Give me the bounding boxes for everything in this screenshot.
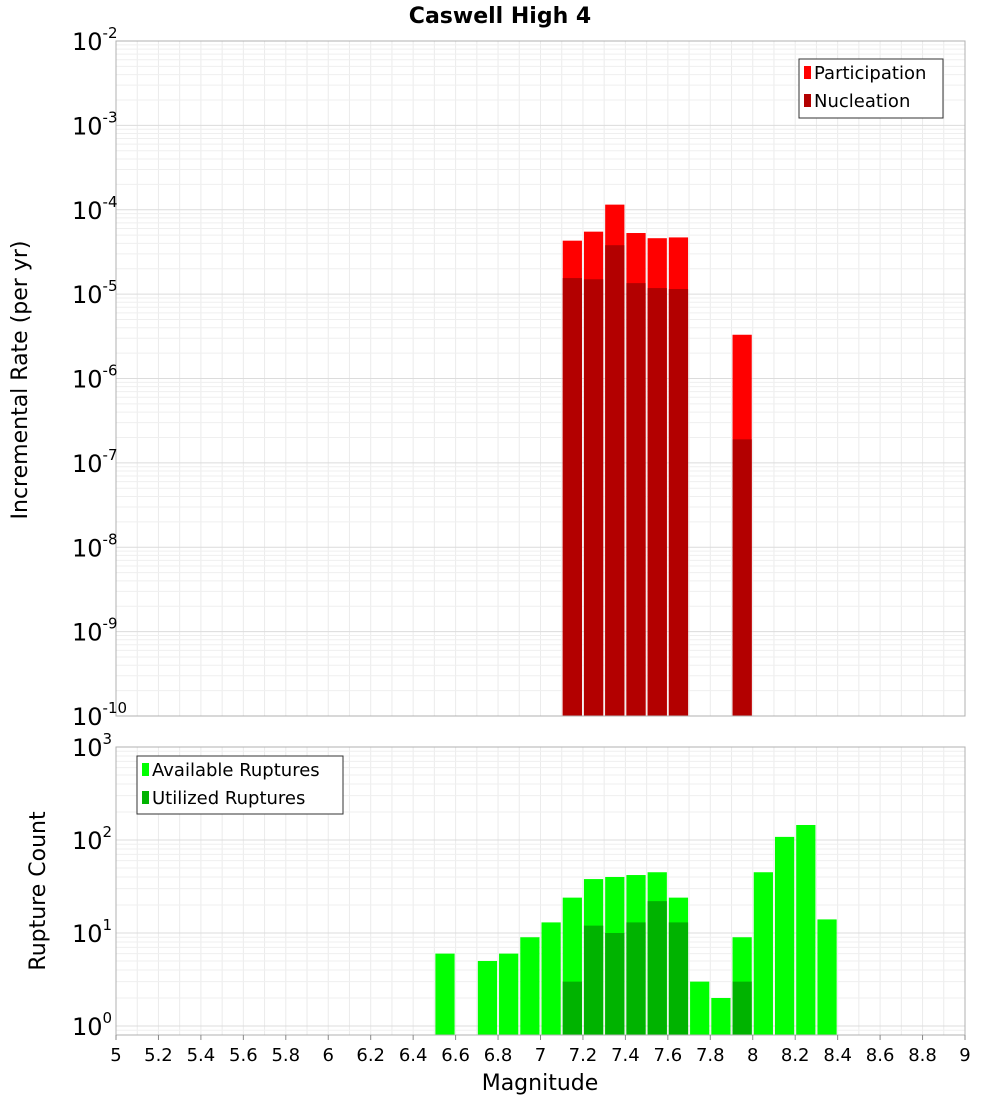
x-axis-ticks: 5 5.2 5.4 5.6 5.8 6 6.2 6.4 6.6 6.8 7 7.2 7.4 7.6 7.8 8… [110,1035,971,1066]
bar-nucleation [583,279,604,716]
rate-plot-legend: Participation Nucleation [798,58,944,119]
legend-label: Nucleation [814,91,910,112]
legend-label: Available Ruptures [152,760,320,781]
rate-plot: 10-2 10-3 10-4 10-5 10-6 10-7 10-8 10-9 10-10 In… [8,24,966,731]
x-tick-label: 7.4 [611,1045,640,1066]
rate-plot-grid [115,40,966,717]
bar-utilized-ruptures [668,922,689,1035]
x-tick-label: 7.6 [654,1045,683,1066]
rate-plot-y-ticks: 10-2 10-3 10-4 10-5 10-6 10-7 10-8 10-9 10-10 [72,24,127,731]
bar-available-ruptures [711,997,731,1035]
rate-plot-y-axis-label: Incremental Rate (per yr) [8,241,33,520]
bar-nucleation [647,288,667,716]
count-plot-bars [435,824,837,1035]
legend-swatch [142,763,149,776]
legend-swatch [804,66,811,79]
legend-label: Participation [814,63,926,84]
y-tick-label: 10-3 [72,108,118,140]
y-tick-label: 102 [72,823,112,855]
legend-box [798,58,944,119]
bar-nucleation [732,439,752,716]
bar-utilized-ruptures [583,925,604,1035]
y-tick-label: 101 [72,916,112,948]
x-tick-label: 5.8 [271,1045,300,1066]
y-tick-label: 10-2 [72,24,118,56]
bar-utilized-ruptures [647,901,667,1035]
x-tick-label: 5.2 [144,1045,173,1066]
bar-available-ruptures [541,922,561,1035]
x-tick-label: 8.6 [866,1045,895,1066]
bar-available-ruptures [499,953,519,1035]
count-plot-y-axis-label: Rupture Count [26,811,51,971]
count-plot-legend: Available Ruptures Utilized Ruptures [136,755,344,815]
bar-available-ruptures [753,872,773,1035]
y-tick-label: 10-7 [72,446,118,478]
y-tick-label: 10-8 [72,530,118,562]
y-tick-label: 10-6 [72,362,118,394]
bar-utilized-ruptures [562,981,582,1035]
bar-utilized-ruptures [605,932,625,1035]
rate-plot-frame [115,40,966,717]
x-tick-label: 6.4 [399,1045,428,1066]
bar-utilized-ruptures [732,981,752,1035]
legend-box [136,755,344,815]
y-tick-label: 10-4 [72,193,118,225]
legend-label: Utilized Ruptures [152,788,305,809]
bar-utilized-ruptures [626,922,646,1035]
y-tick-label: 100 [72,1009,112,1041]
x-tick-label: 7 [535,1045,546,1066]
bar-available-ruptures [477,960,498,1035]
x-tick-label: 5 [110,1045,121,1066]
x-tick-label: 8 [747,1045,758,1066]
x-tick-label: 6.6 [441,1045,470,1066]
y-tick-label: 10-10 [72,699,127,731]
count-plot-y-ticks: 103 102 101 100 [72,730,112,1041]
bar-nucleation [626,283,646,716]
chart-title: Caswell High 4 [409,4,591,29]
x-tick-label: 6.8 [484,1045,513,1066]
bar-available-ruptures [774,836,795,1035]
y-tick-label: 10-5 [72,277,118,309]
legend-swatch [804,94,811,107]
x-tick-label: 8.2 [781,1045,810,1066]
x-axis-label: Magnitude [482,1071,599,1096]
x-tick-label: 7.2 [569,1045,598,1066]
bar-nucleation [605,245,625,717]
bar-nucleation [562,278,582,716]
x-tick-label: 8.8 [908,1045,937,1066]
x-tick-label: 6.2 [356,1045,385,1066]
x-tick-label: 7.8 [696,1045,725,1066]
rate-plot-bars [562,204,752,717]
x-tick-label: 5.4 [187,1045,216,1066]
y-tick-label: 10-9 [72,615,118,647]
x-tick-label: 5.6 [229,1045,258,1066]
bar-available-ruptures [435,953,455,1035]
legend-swatch [142,791,149,804]
bar-nucleation [668,289,689,716]
bar-available-ruptures [796,824,816,1035]
count-plot: 103 102 101 100 5 5.2 5.4 5.6 5.8 6 6.2 6.4 6.6 6.8 7… [26,730,971,1096]
bar-available-ruptures [817,919,837,1035]
x-tick-label: 6 [323,1045,334,1066]
x-tick-label: 9 [959,1045,970,1066]
bar-available-ruptures [690,981,710,1035]
bar-available-ruptures [520,937,540,1035]
x-tick-label: 8.4 [823,1045,852,1066]
y-tick-label: 103 [72,730,112,762]
